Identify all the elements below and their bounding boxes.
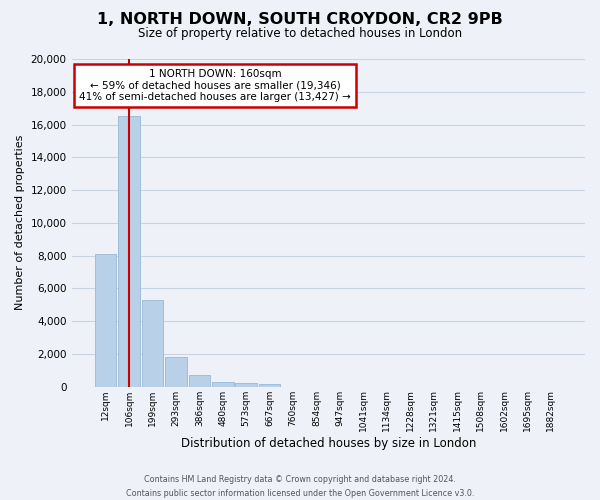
Bar	[235, 384, 257, 386]
Text: Contains HM Land Registry data © Crown copyright and database right 2024.
Contai: Contains HM Land Registry data © Crown c…	[126, 476, 474, 498]
Bar	[142, 300, 163, 386]
Text: 1 NORTH DOWN: 160sqm
← 59% of detached houses are smaller (19,346)
41% of semi-d: 1 NORTH DOWN: 160sqm ← 59% of detached h…	[79, 69, 351, 102]
Bar	[165, 357, 187, 386]
Bar	[188, 375, 210, 386]
Text: Size of property relative to detached houses in London: Size of property relative to detached ho…	[138, 28, 462, 40]
Y-axis label: Number of detached properties: Number of detached properties	[15, 135, 25, 310]
Bar	[118, 116, 140, 386]
X-axis label: Distribution of detached houses by size in London: Distribution of detached houses by size …	[181, 437, 476, 450]
Bar	[95, 254, 116, 386]
Text: 1, NORTH DOWN, SOUTH CROYDON, CR2 9PB: 1, NORTH DOWN, SOUTH CROYDON, CR2 9PB	[97, 12, 503, 28]
Bar	[212, 382, 233, 386]
Bar	[259, 384, 280, 386]
